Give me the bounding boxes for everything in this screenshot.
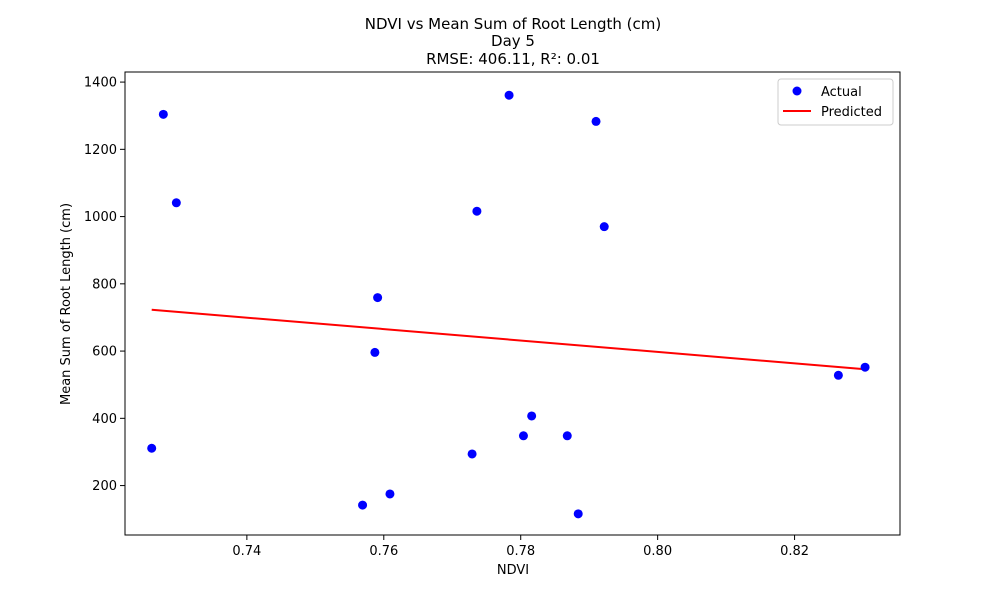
y-tick-label: 1200 (84, 143, 117, 158)
legend-marker-actual (792, 86, 802, 96)
axes-frame (124, 71, 901, 536)
x-tick-label: 0.78 (506, 544, 535, 559)
x-tick-label: 0.80 (643, 544, 672, 559)
y-axis-label: Mean Sum of Root Length (cm) (59, 203, 74, 405)
x-tick-label: 0.82 (780, 544, 809, 559)
data-point-actual (370, 347, 380, 357)
data-point-actual (591, 116, 601, 126)
y-tick-label: 1000 (84, 210, 117, 225)
data-point-actual (562, 431, 572, 441)
data-point-actual (158, 109, 168, 119)
y-tick-label: 600 (92, 345, 117, 360)
legend-label-actual: Actual (821, 85, 862, 100)
y-tick-label: 800 (92, 277, 117, 292)
data-point-actual (467, 449, 477, 459)
predicted-line (151, 308, 866, 371)
data-point-actual (860, 362, 870, 372)
data-point-actual (373, 293, 383, 303)
y-tick-label: 200 (92, 479, 117, 494)
legend: Actual Predicted (777, 78, 894, 126)
chart-title-line-3: RMSE: 406.11, R²: 0.01 (426, 50, 600, 68)
data-point-actual (472, 206, 482, 216)
data-point-actual (518, 431, 528, 441)
data-point-actual (833, 370, 843, 380)
data-point-actual (504, 90, 514, 100)
x-tick-label: 0.74 (232, 544, 261, 559)
data-point-actual (358, 500, 368, 510)
chart-title-line-1: NDVI vs Mean Sum of Root Length (cm) (365, 15, 662, 33)
data-point-actual (171, 198, 181, 208)
plot-area: 0.74 0.76 0.78 0.80 0.82 200 400 600 800 1000 1200… (84, 71, 901, 559)
data-point-actual (573, 509, 583, 519)
data-point-actual (599, 222, 609, 232)
data-point-actual (147, 443, 157, 453)
x-axis-label: NDVI (497, 563, 529, 578)
data-point-actual (385, 489, 395, 499)
legend-label-predicted: Predicted (821, 105, 882, 120)
chart-title-line-2: Day 5 (491, 32, 535, 50)
legend-frame (777, 78, 894, 126)
data-point-actual (527, 411, 537, 421)
x-tick-label: 0.76 (369, 544, 398, 559)
y-tick-label: 1400 (84, 76, 117, 91)
y-tick-label: 400 (92, 412, 117, 427)
